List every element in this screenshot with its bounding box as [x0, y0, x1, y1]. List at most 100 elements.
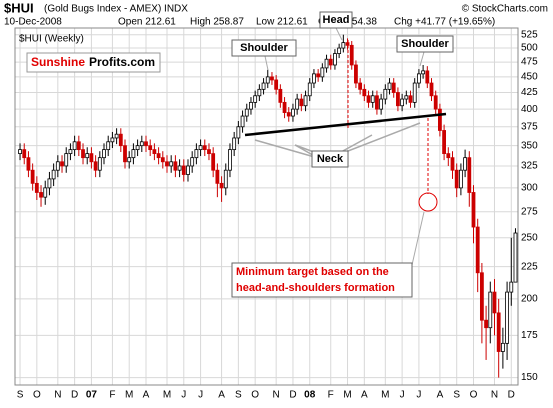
x-tick-label: O	[251, 390, 259, 401]
candle-body	[131, 149, 136, 159]
x-tick-label: A	[361, 390, 368, 401]
candle-body	[488, 291, 493, 329]
candle-body	[152, 149, 157, 155]
head-box	[319, 11, 353, 29]
copyright: © StockCharts.com	[462, 4, 548, 15]
candle-body	[97, 157, 102, 171]
candle-body	[312, 73, 316, 84]
candle-body	[408, 95, 413, 103]
candle-body	[240, 115, 245, 128]
x-tick-label: A	[437, 390, 444, 401]
y-tick-label: 250	[521, 232, 538, 243]
candle-body	[282, 101, 287, 113]
candle-body	[215, 169, 220, 184]
x-tick-label: O	[470, 390, 478, 401]
candle-body	[160, 157, 165, 163]
x-tick-label: A	[218, 390, 225, 401]
candle-body	[362, 88, 367, 97]
candle-body	[433, 95, 438, 110]
candle-body	[72, 141, 77, 151]
plot-frame	[14, 27, 519, 386]
x-tick-label: M	[163, 390, 171, 401]
candle-body	[127, 157, 132, 163]
x-tick-label: A	[143, 390, 150, 401]
candle-body	[244, 108, 249, 117]
target-line2: head-and-shoulders formation	[236, 282, 395, 294]
candle-body	[261, 82, 266, 90]
candle-body	[505, 291, 509, 344]
target-circle	[418, 192, 438, 212]
candle-body	[169, 161, 174, 167]
candle-body	[190, 157, 195, 167]
candle-body	[316, 73, 321, 78]
y-tick-label: 200	[521, 293, 538, 304]
candle-body	[76, 141, 81, 151]
candle-body	[64, 153, 69, 167]
candle-body	[375, 95, 379, 110]
candle-body	[387, 82, 392, 90]
candle-body	[165, 161, 169, 167]
candle-body	[345, 42, 350, 46]
shoulder-box	[231, 39, 297, 57]
candle-body	[450, 157, 455, 171]
candle-body	[429, 82, 434, 97]
candle-body	[177, 165, 182, 171]
candle-body	[211, 153, 216, 171]
x-tick-label: M	[343, 390, 351, 401]
index-name: (Gold Bugs Index - AMEX) INDX	[44, 4, 188, 15]
y-tick-label: 525	[521, 29, 538, 40]
candle-body	[454, 169, 459, 189]
candle-body	[85, 153, 90, 159]
y-tick-label: 400	[521, 104, 538, 115]
candle-body	[467, 157, 472, 193]
x-tick-label: N	[491, 390, 498, 401]
candle-body	[492, 291, 497, 314]
grid	[15, 28, 518, 385]
candle-body	[148, 145, 153, 151]
candle-body	[55, 161, 60, 171]
neckline	[244, 112, 447, 137]
pointer	[419, 51, 425, 67]
neck-box	[311, 150, 349, 168]
target-box	[231, 262, 413, 298]
head: Head	[323, 14, 350, 26]
x-tick-label: S	[453, 390, 460, 401]
candle-body	[253, 95, 258, 103]
candle-body	[412, 82, 417, 103]
candle-body	[463, 157, 467, 171]
logo-box	[26, 52, 161, 73]
x-tick-label: F	[328, 390, 334, 401]
candle-body	[47, 178, 52, 189]
y-tick-label: 300	[521, 183, 538, 194]
info-low: Low 212.61	[256, 17, 308, 28]
x-tick-label: 07	[86, 390, 98, 401]
pointer	[411, 211, 425, 266]
info-change: Chg +41.77 (+19.65%)	[394, 17, 495, 28]
candle-body	[156, 153, 161, 159]
candle-body	[400, 98, 405, 107]
candle-body	[349, 44, 354, 66]
candle-body	[207, 149, 211, 155]
pointer	[335, 27, 343, 41]
candle-body	[500, 342, 505, 352]
candle-body	[173, 161, 178, 171]
candle-body	[484, 319, 488, 329]
candle-body	[30, 169, 35, 184]
shoulder-box	[396, 35, 454, 53]
candle-body	[354, 64, 358, 84]
candle-body	[513, 232, 518, 283]
x-tick-label: M	[381, 390, 389, 401]
candle-body	[320, 67, 325, 78]
candle-body	[236, 126, 241, 139]
candle-body	[337, 47, 342, 54]
y-tick-label: 325	[521, 161, 538, 172]
candle-body	[135, 145, 140, 151]
pointer	[264, 55, 269, 71]
candles	[18, 34, 518, 378]
x-tick-label: S	[17, 390, 24, 401]
y-tick-label: 425	[521, 87, 538, 98]
y-tick-label: 350	[521, 140, 538, 151]
y-tick-label: 150	[521, 372, 538, 383]
candle-body	[446, 153, 451, 159]
candle-body	[219, 182, 224, 189]
